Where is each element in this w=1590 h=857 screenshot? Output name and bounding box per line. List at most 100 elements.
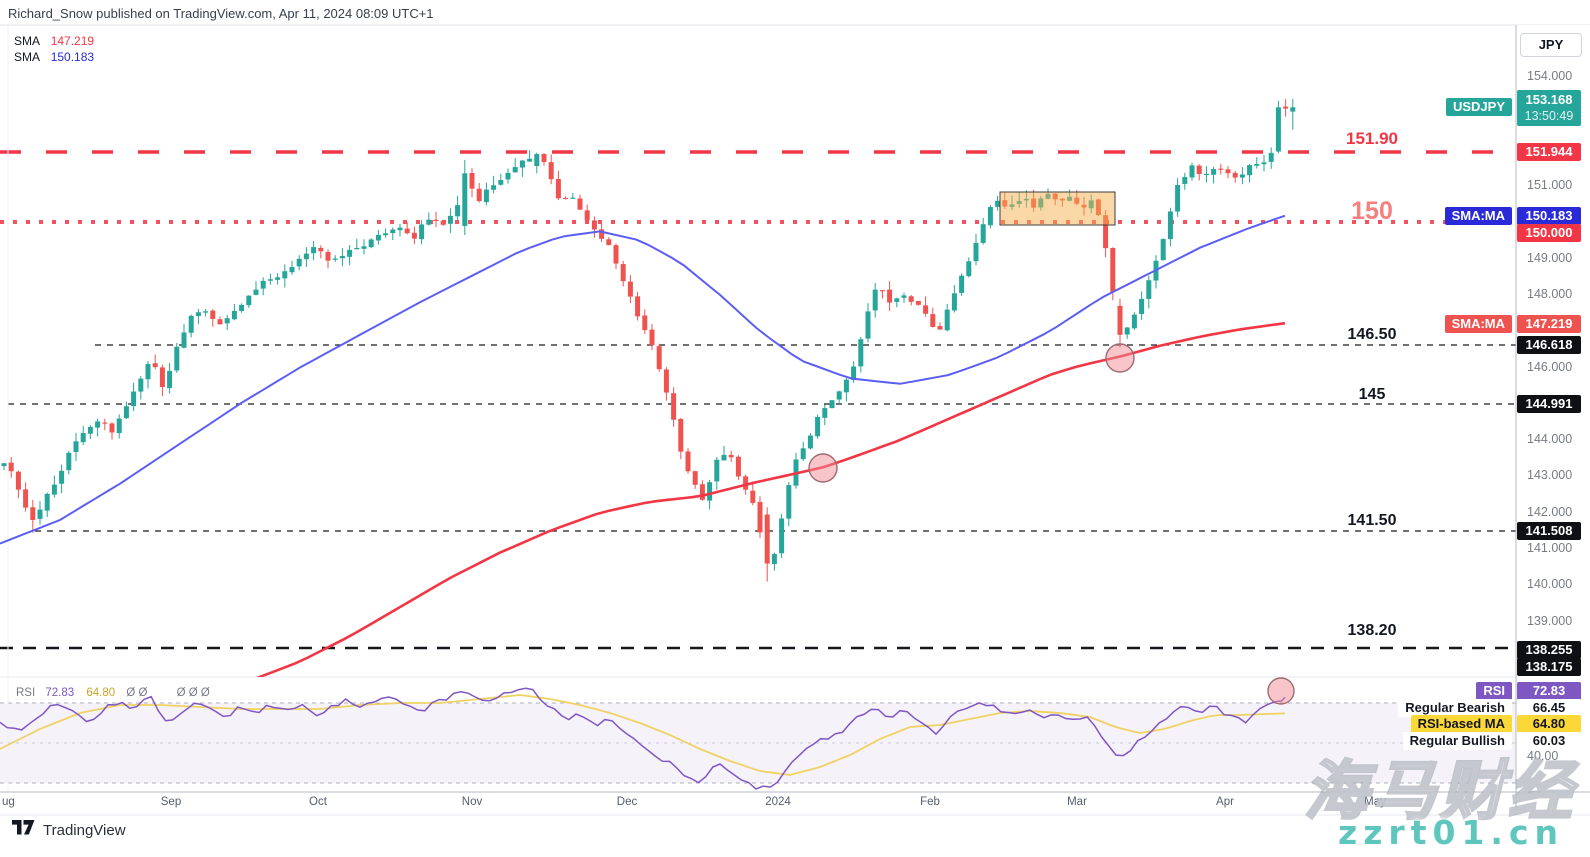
highlight-circle-annotation <box>808 453 838 483</box>
candle-body <box>721 454 727 461</box>
candle-body <box>923 305 929 314</box>
candle-body <box>383 233 389 236</box>
candle-body <box>843 379 849 393</box>
rsi-ma-line <box>0 694 1286 776</box>
candle-body <box>1232 172 1238 178</box>
rsi-value: 72.83 <box>45 687 75 699</box>
candle-body <box>8 462 14 472</box>
candle-body <box>1211 169 1217 175</box>
candle-body <box>577 198 583 210</box>
candle-body <box>1124 327 1130 335</box>
candle-body <box>289 266 295 273</box>
candle-body <box>1131 314 1137 329</box>
publish-attribution: Richard_Snow published on TradingView.co… <box>8 6 434 21</box>
rsi-line <box>0 687 1286 790</box>
candle-body <box>728 454 734 458</box>
sma-fast-value: 150.183 <box>50 50 95 64</box>
sma-fast-legend[interactable]: SMA 147.219 <box>14 34 94 48</box>
candle-body <box>692 471 698 485</box>
rsi-divergence-marker: Ø Ø Ø <box>176 687 210 699</box>
candle-body <box>325 251 331 261</box>
candle-body <box>541 154 547 162</box>
candle-body <box>966 261 972 277</box>
candle-body <box>174 346 180 371</box>
candle-body <box>419 224 425 240</box>
candle-body <box>1239 174 1245 178</box>
candle-body <box>73 441 79 452</box>
candle-body <box>800 448 806 460</box>
candle-body <box>203 311 209 313</box>
candle-body <box>534 154 540 167</box>
candle-body <box>253 289 259 295</box>
candle-body <box>915 300 921 305</box>
candle-body <box>275 277 281 280</box>
candle-body <box>361 246 367 249</box>
candle-body <box>671 393 677 420</box>
candle-body <box>973 242 979 262</box>
currency-unit-button[interactable]: JPY <box>1520 33 1582 57</box>
candle-body <box>642 315 648 331</box>
candle-body <box>779 518 785 554</box>
candle-body <box>764 514 770 564</box>
candle-body <box>181 332 187 348</box>
site-watermark-cn: 海马财经 <box>1303 754 1576 831</box>
tradingview-branding[interactable]: TradingView <box>12 820 126 840</box>
consolidation-box-annotation <box>999 191 1116 226</box>
candle-body <box>354 247 360 250</box>
sma-slow-value: 147.219 <box>50 34 95 48</box>
sma-200-line <box>256 321 1286 677</box>
candle-body <box>865 311 871 339</box>
candle-body <box>303 253 309 260</box>
candle-body <box>807 435 813 449</box>
candle-body <box>483 189 489 203</box>
candle-body <box>836 391 842 400</box>
candle-body <box>505 172 511 180</box>
candle-body <box>822 408 828 418</box>
sma-slow-legend[interactable]: SMA 150.183 <box>14 50 94 64</box>
candle-body <box>959 275 965 293</box>
candle-body <box>699 484 705 500</box>
candle-body <box>1167 211 1173 240</box>
candle-body <box>951 293 957 311</box>
candle-body <box>591 220 597 230</box>
candle-body <box>66 452 72 471</box>
candle-body <box>771 554 777 564</box>
candle-body <box>872 289 878 311</box>
candle-body <box>145 364 151 380</box>
candle-body <box>368 239 374 248</box>
candle-body <box>296 258 302 267</box>
candle-body <box>548 162 554 180</box>
candle-body <box>15 471 21 490</box>
candle-body <box>678 418 684 452</box>
candle-body <box>908 296 914 302</box>
candle-body <box>707 482 713 501</box>
candle-body <box>260 280 266 289</box>
candle-body <box>87 426 93 434</box>
candle-body <box>44 493 50 511</box>
candle-body <box>491 185 497 190</box>
candle-body <box>311 247 317 254</box>
tradingview-logo-icon <box>12 820 35 840</box>
candle-body <box>239 304 245 312</box>
candle-body <box>102 422 108 424</box>
candle-body <box>159 367 165 388</box>
rsi-indicator-legend[interactable]: RSI 72.83 64.80 Ø Ø Ø Ø Ø <box>16 687 210 699</box>
candle-body <box>498 180 504 185</box>
candle-body <box>152 363 158 368</box>
candle-body <box>167 370 173 389</box>
candle-body <box>1139 298 1145 315</box>
candle-body <box>433 219 439 222</box>
candle-body <box>131 391 137 407</box>
candle-body <box>1203 173 1209 175</box>
highlight-circle-annotation <box>1267 677 1295 705</box>
candle-body <box>606 239 612 246</box>
candle-body <box>937 325 943 330</box>
candle-body <box>469 172 475 189</box>
candle-body <box>815 416 821 437</box>
candle-body <box>1189 165 1195 178</box>
candle-body <box>1146 280 1152 299</box>
price-axis-background <box>1517 25 1590 815</box>
site-watermark-url: zzrt01.cn <box>1338 813 1564 852</box>
